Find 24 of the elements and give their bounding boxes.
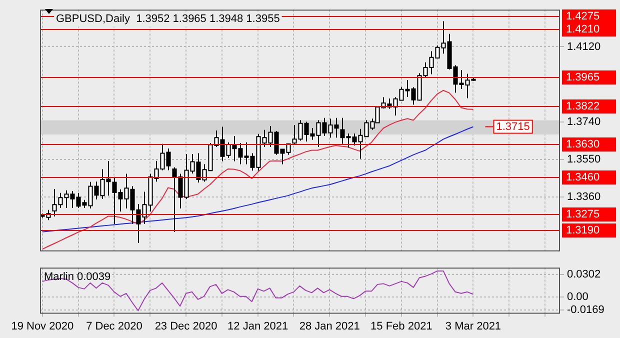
x-tick-label: 19 Nov 2020 [11, 320, 74, 332]
ref-line-label: 1.3460 [566, 172, 600, 184]
ref-line-label: 1.3275 [566, 208, 600, 221]
y-tick-label: 0.0302 [567, 268, 601, 281]
ref-line-label: 1.3965 [566, 72, 600, 84]
y-tick-label: 1.3740 [567, 116, 601, 128]
chart-title: GBPUSD,Daily 1.3952 1.3965 1.3948 1.3955 [56, 13, 280, 26]
y-tick-label: -0.0169 [567, 304, 604, 316]
y-tick-label: 1.3360 [567, 190, 601, 203]
x-tick-label: 28 Jan 2021 [299, 320, 360, 332]
x-tick-label: 3 Mar 2021 [445, 320, 502, 332]
ref-line-label: 1.4275 [566, 10, 600, 23]
y-tick-label: 1.4120 [567, 40, 601, 53]
ref-line-label: 1.3630 [566, 138, 600, 151]
x-tick-label: 12 Jan 2021 [228, 320, 288, 332]
y-tick-label: 1.3550 [567, 153, 601, 166]
text: 1.3715 [496, 120, 530, 133]
ref-line-label: 1.3822 [566, 100, 600, 113]
ref-line-label: 1.3190 [566, 224, 600, 237]
ref-line-label: 1.4210 [566, 24, 600, 36]
x-tick-label: 15 Feb 2021 [370, 320, 432, 332]
x-tick-label: 23 Dec 2020 [154, 320, 218, 332]
y-tick-label: 0.00 [567, 291, 588, 304]
x-tick-label: 7 Dec 2020 [86, 320, 142, 332]
